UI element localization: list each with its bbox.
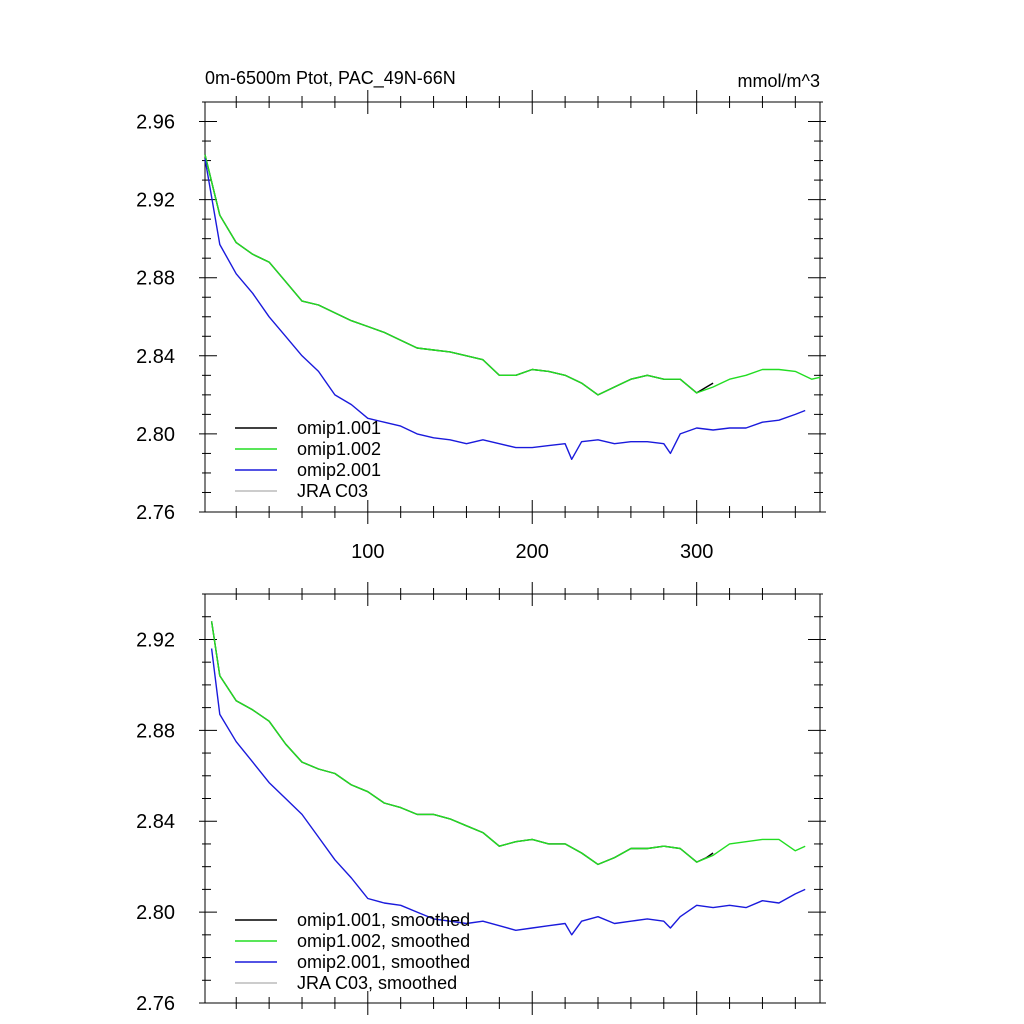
top-x-tick-label: 300 xyxy=(680,541,713,563)
bottom-series-line xyxy=(210,621,714,866)
bottom-y-tick-label: 2.88 xyxy=(136,720,175,742)
top-legend-label: omip1.002 xyxy=(297,439,381,459)
top-x-tick-label: 100 xyxy=(351,541,384,563)
bottom-legend-label: omip2.001, smoothed xyxy=(297,952,470,972)
plot-title: 0m-6500m Ptot, PAC_49N-66N xyxy=(205,68,456,89)
bottom-series-line xyxy=(210,648,806,936)
top-y-tick-label: 2.80 xyxy=(136,424,175,446)
top-series-line xyxy=(204,158,806,460)
top-legend-label: JRA C03 xyxy=(297,481,368,501)
top-panel: 2.76 2.80 2.84 2.88 2.92 2.96 100 200 300 omip1.0… xyxy=(136,90,826,563)
bottom-y-tick-label: 2.84 xyxy=(136,811,175,833)
bottom-legend-label: omip1.002, smoothed xyxy=(297,931,470,951)
units-label: mmol/m^3 xyxy=(738,71,820,91)
top-series-line xyxy=(204,154,821,396)
top-y-tick-label: 2.84 xyxy=(136,346,175,368)
top-y-tick-label: 2.96 xyxy=(136,112,175,134)
top-y-tick-label: 2.92 xyxy=(136,190,175,212)
top-series-line xyxy=(204,154,714,396)
bottom-y-tick-label: 2.92 xyxy=(136,629,175,651)
top-legend-label: omip1.001 xyxy=(297,418,381,438)
bottom-legend-label: omip1.001, smoothed xyxy=(297,910,470,930)
bottom-y-tick-label: 2.80 xyxy=(136,902,175,924)
top-x-tick-label: 200 xyxy=(516,541,549,563)
bottom-series-line xyxy=(210,621,806,866)
top-plot-frame xyxy=(204,101,821,513)
bottom-legend-label: JRA C03, smoothed xyxy=(297,973,457,993)
top-y-tick-label: 2.88 xyxy=(136,268,175,290)
top-y-tick-label: 2.76 xyxy=(136,502,175,524)
bottom-y-tick-label: 2.76 xyxy=(136,993,175,1015)
top-legend-label: omip2.001 xyxy=(297,460,381,480)
